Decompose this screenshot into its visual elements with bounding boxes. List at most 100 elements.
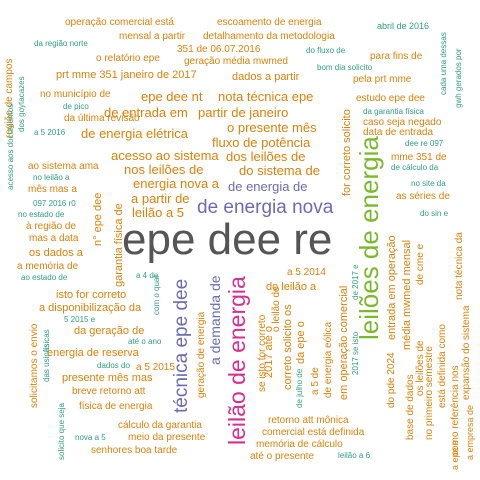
word: a 5 2015	[136, 362, 175, 373]
word: estudo epe dee	[356, 93, 425, 104]
word: de energia elétrica	[81, 126, 188, 141]
word: ao estado de	[21, 273, 68, 282]
word: no site da	[411, 179, 446, 188]
word: de entrada em	[104, 105, 188, 120]
word: nova a 5	[75, 433, 106, 442]
word: do leilão a	[266, 281, 317, 293]
word: ao sistema ama	[28, 161, 99, 172]
word: nos leilões de	[124, 162, 204, 177]
word: de cálculo da	[391, 163, 439, 172]
word: leilão a 6	[338, 451, 371, 460]
word: mensal a partir	[119, 31, 186, 42]
word: caso seja negado	[363, 117, 442, 128]
word: base de dados	[405, 374, 416, 440]
word: senhores boa tarde	[91, 445, 178, 456]
word: dee re 097	[405, 139, 444, 148]
word: de 2017 e	[351, 264, 360, 300]
word: a 5 2014	[287, 267, 326, 278]
word: mme 351 de	[391, 152, 447, 163]
word: à região de	[26, 221, 77, 232]
word: entrada em operação	[386, 235, 398, 340]
word: físicas	[42, 329, 51, 352]
word: física de energia	[79, 401, 153, 412]
word: o presente mês	[227, 120, 317, 135]
word: os dados a	[29, 247, 83, 259]
word: do fluxo de	[306, 46, 346, 55]
word: dados do	[97, 361, 130, 370]
word: pela prt mme	[353, 74, 412, 85]
word: no estado de	[18, 210, 65, 219]
word: da geração de	[74, 325, 145, 337]
word: de energia eólica	[323, 321, 334, 398]
word: a disponibilização da	[39, 302, 142, 314]
word: o relatório epe	[96, 53, 160, 64]
word: nota técnica da	[454, 232, 465, 300]
word: for correto solicito	[341, 109, 353, 196]
word: as séries de	[396, 191, 450, 202]
word: prt mme 351 janeiro de 2017	[56, 69, 197, 81]
word: escoamento de energia	[217, 17, 322, 28]
word: média mwmed mensal	[401, 239, 413, 350]
word: 5 2015 e	[64, 315, 96, 324]
word: de energia nova	[197, 197, 334, 218]
word: da região norte	[34, 39, 88, 48]
word: do pde 2024	[386, 352, 397, 408]
word: n° epe dee	[92, 192, 104, 246]
word: de pico	[63, 102, 89, 111]
word: fluxo de potência	[212, 135, 311, 150]
word: dos leilões de	[226, 149, 306, 164]
word: dos goytacazes	[17, 76, 26, 132]
word: da última revisão	[64, 113, 140, 124]
word: meio da presente	[128, 432, 206, 443]
word: de julho de	[295, 368, 304, 408]
word: operação comercial está	[65, 17, 174, 28]
word: técnica epe dee	[171, 278, 192, 413]
word: a 5 2016	[34, 128, 66, 137]
word: no município de	[40, 89, 111, 100]
word: bom dia solicito	[317, 63, 373, 72]
word: a 5 de	[310, 367, 321, 395]
word: a partir de	[131, 191, 190, 206]
word: está definida como	[437, 324, 448, 408]
word: energia nova a	[133, 176, 220, 191]
word: acesso aos documentos	[6, 103, 15, 190]
word: 2017 se isto	[351, 331, 360, 375]
word: data de entrada	[363, 127, 434, 138]
word: correto solicito os	[282, 304, 294, 390]
word: gwh gerados por	[454, 48, 463, 108]
word: comercial está definida	[262, 427, 365, 438]
word: acesso ao sistema	[111, 148, 219, 163]
word: presente mês mas	[62, 372, 153, 384]
word: do sin e	[420, 209, 449, 218]
word: geração de energia	[196, 311, 207, 398]
word: em operação comercial	[338, 285, 350, 400]
word: leilão de energia	[224, 276, 250, 445]
word: a 4 de	[136, 271, 159, 280]
word: isto for correto	[56, 289, 127, 301]
word: com o qual	[152, 275, 161, 315]
word: energia de reserva	[47, 347, 139, 359]
word: da garantia física	[363, 107, 424, 116]
word: 351 de 06.07.2016	[177, 44, 261, 55]
word: a memória de	[17, 261, 79, 272]
word: do sistema de	[239, 163, 320, 178]
word: partir de janeiro	[198, 105, 289, 120]
word: retorno att mônica	[268, 415, 349, 426]
word: cálculo da garantia	[118, 420, 202, 431]
word: leilões de energia	[354, 136, 384, 340]
word: breve retorno att	[72, 386, 146, 397]
word: cada uma dessas	[439, 32, 448, 95]
word: nota técnica epe	[218, 89, 314, 104]
word: a demanda de	[207, 275, 223, 365]
word: até o presente	[250, 451, 314, 462]
word: expansão do sistema	[461, 305, 472, 400]
word: mas a data	[29, 233, 79, 244]
word: geração média mwmed	[184, 56, 288, 67]
word: epe dee nt	[141, 89, 203, 104]
word: detalhamento da metodologia	[203, 31, 335, 42]
word: da epe o	[295, 321, 307, 364]
word: de cme e	[415, 243, 426, 285]
word: no leilão a	[33, 173, 70, 182]
word: a epe e	[450, 439, 460, 470]
